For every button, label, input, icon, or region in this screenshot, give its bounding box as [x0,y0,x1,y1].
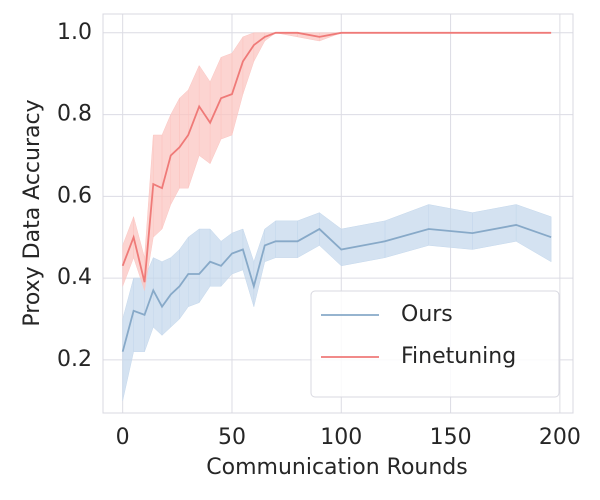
x-tick-label: 100 [320,425,362,450]
plot-frame [102,13,574,414]
legend: Ours Finetuning [310,290,560,398]
confidence-band [179,236,189,320]
confidence-band [198,228,211,304]
legend-label: Ours [401,302,453,327]
y-tick-label: 0.8 [57,102,92,127]
x-tick-label: 150 [430,425,472,450]
confidence-band [188,65,200,189]
data-line [121,224,552,352]
y-tick-label: 1.0 [57,20,92,45]
legend-box [310,290,560,398]
confidence-band [428,204,473,250]
y-tick-label: 0.2 [57,347,92,372]
y-tick-label: 0.4 [57,265,92,290]
legend-label: Finetuning [401,344,516,369]
y-axis-label: Proxy Data Accuracy [20,99,45,326]
confidence-band [179,89,189,189]
x-tick-label: 50 [218,425,246,450]
x-tick-label: 0 [116,425,130,450]
confidence-band [188,228,200,308]
confidence-band [275,220,298,258]
y-tick-label: 0.6 [57,183,92,208]
data-line [121,31,552,283]
confidence-band [515,204,552,263]
confidence-band [153,257,163,336]
confidence-band [242,32,255,95]
confidence-band [122,278,134,401]
x-axis-label: Communication Rounds [206,455,467,480]
x-tick-label: 200 [539,425,581,450]
confidence-band [231,36,244,136]
confidence-band [209,228,222,287]
